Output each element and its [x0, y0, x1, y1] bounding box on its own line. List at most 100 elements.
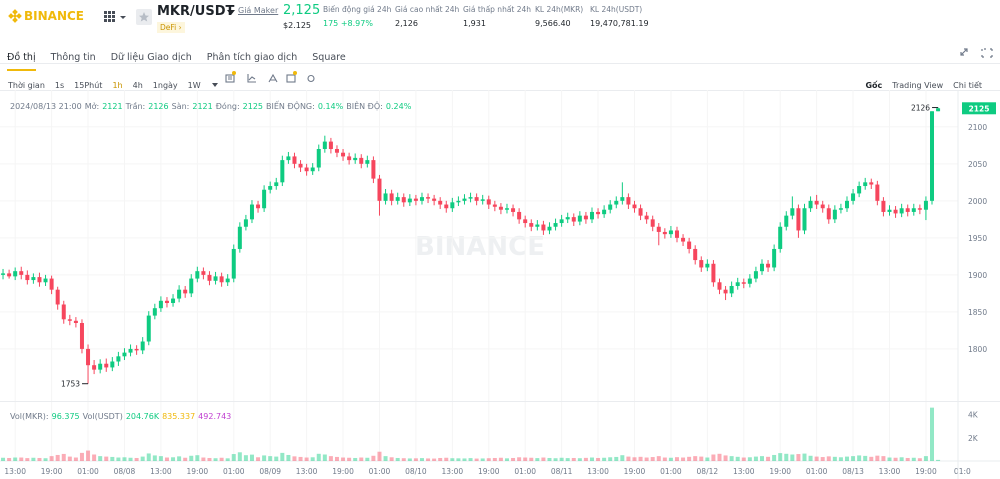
candle-body — [656, 226, 661, 232]
volume-bar — [875, 455, 880, 461]
candle-body — [49, 278, 54, 290]
candle-body — [268, 186, 273, 190]
volume-bar — [802, 453, 807, 461]
tab[interactable]: Dữ liệu Giao dịch — [110, 52, 192, 63]
candle-body — [674, 230, 679, 238]
interval[interactable]: 1s — [54, 81, 65, 90]
volume-bar — [201, 457, 206, 461]
tab-bar: Đồ thị Thông tin Dữ liệu Giao dịch Phân tíc… — [0, 39, 1000, 71]
stat-label: Giá thấp nhất 24h — [463, 5, 532, 14]
tab[interactable]: Thông tin — [50, 52, 96, 63]
volume-bar — [334, 456, 339, 461]
volume-bar — [851, 456, 856, 461]
volume-bar — [183, 457, 188, 461]
x-tick-label: 01:0 — [954, 467, 971, 476]
candle-body — [43, 278, 48, 283]
volume-bar — [152, 455, 157, 461]
view-option[interactable]: Trading View — [892, 81, 944, 90]
legend-value: 2121 — [102, 102, 123, 111]
interval[interactable]: 15Phút — [74, 81, 103, 90]
candle-body — [705, 263, 710, 268]
volume-bar — [723, 455, 728, 461]
candle-body — [602, 209, 607, 215]
tab[interactable]: Phân tích giao dịch — [206, 52, 298, 63]
candle-body — [632, 204, 637, 209]
volume-bar — [116, 457, 121, 461]
volume-bar — [523, 457, 528, 461]
volume-bar — [413, 458, 418, 461]
candle-body — [104, 363, 109, 368]
candle-body — [687, 241, 692, 249]
chart: BINANCE 1800 1850 1900 1950 2000 2050 2100 13:00… — [0, 90, 1000, 479]
candle-body — [851, 193, 856, 201]
volume-bar — [219, 457, 224, 461]
candle-body — [207, 274, 212, 281]
coin-link[interactable]: Giá Maker — [238, 6, 279, 15]
volume-bar — [608, 457, 613, 461]
volume-value: 204.76K — [125, 412, 160, 421]
volume-bar — [25, 458, 30, 461]
volume-bar — [808, 455, 813, 461]
view-option[interactable]: Chi tiết — [953, 81, 982, 90]
candle-body — [395, 197, 400, 201]
price-tag — [962, 102, 996, 115]
volume-bar — [498, 457, 503, 461]
interval[interactable]: 1W — [187, 81, 201, 90]
interval[interactable]: 1ngày — [152, 81, 178, 90]
candle-body — [893, 209, 898, 214]
volume-bar — [462, 458, 467, 461]
favorite-star[interactable] — [136, 9, 152, 25]
interval[interactable]: Thời gian — [8, 81, 45, 90]
tab[interactable]: Đồ thị — [7, 52, 36, 71]
stat-value: 2,126 — [395, 19, 418, 28]
candle-body — [766, 263, 771, 268]
candle-body — [790, 208, 795, 216]
pair[interactable]: MKR/USDT — [157, 4, 235, 19]
apps-menu[interactable] — [104, 11, 128, 23]
candle-body — [772, 248, 777, 268]
tab[interactable]: Square — [312, 52, 346, 63]
volume-bar — [177, 456, 182, 461]
candle-body — [86, 348, 91, 366]
volume-bar — [7, 457, 12, 461]
candle-body — [195, 271, 200, 279]
view-option[interactable]: Gốc — [865, 81, 883, 90]
volume-bar — [195, 455, 200, 461]
volume-bar — [820, 457, 825, 461]
volume-bar — [31, 457, 36, 461]
candle-body — [231, 248, 236, 279]
x-tick-label: 01:00 — [223, 467, 245, 476]
volume-bar — [456, 458, 461, 461]
volume-bar — [134, 457, 139, 461]
candle-body — [146, 315, 151, 342]
candle-body — [511, 208, 516, 212]
chart-tools[interactable] — [224, 70, 320, 86]
candle-body — [201, 271, 206, 275]
volume-bar — [796, 454, 801, 461]
pair-dropdown[interactable] — [227, 10, 235, 16]
y-tick-label: 2100 — [968, 123, 987, 132]
candle-body — [213, 276, 218, 281]
volume-bar — [553, 458, 558, 461]
x-tick-label: 19:00 — [624, 467, 646, 476]
volume-bar — [535, 458, 540, 461]
candle-body — [650, 219, 655, 227]
candle-body — [753, 271, 758, 279]
interval[interactable]: 1h — [112, 81, 123, 90]
volume-bar — [814, 456, 819, 461]
candle-body — [1, 273, 6, 275]
candle-body — [183, 289, 188, 294]
candle-body — [638, 208, 643, 216]
candle-body — [456, 200, 461, 203]
candle-body — [541, 224, 546, 231]
legend-value: 2126 — [148, 102, 169, 111]
volume-bar — [705, 457, 710, 461]
watermark: BINANCE — [415, 232, 545, 262]
tag[interactable]: DeFi › — [157, 22, 185, 33]
candle-body — [341, 152, 346, 157]
interval-dropdown[interactable] — [211, 82, 219, 88]
logo[interactable]: BINANCE — [24, 9, 84, 23]
window-controls[interactable] — [958, 46, 994, 58]
interval[interactable]: 4h — [132, 81, 143, 90]
volume-bar — [620, 455, 625, 461]
